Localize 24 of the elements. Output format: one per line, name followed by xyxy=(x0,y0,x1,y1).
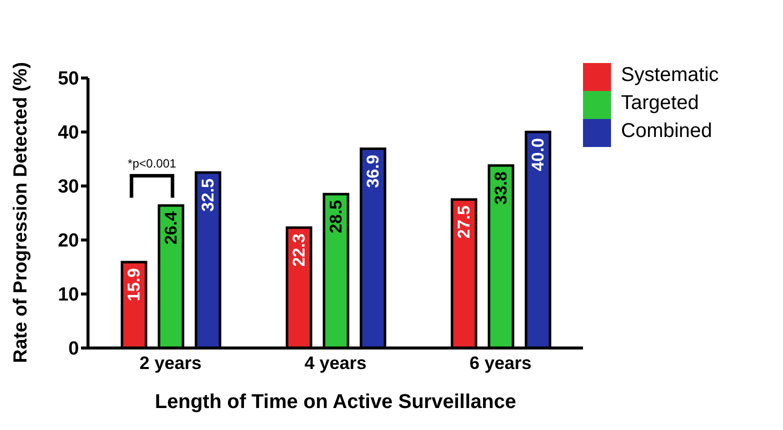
data-label: 40.0 xyxy=(528,138,548,172)
y-tick-label: 10 xyxy=(58,284,79,306)
data-label: 33.8 xyxy=(492,171,510,205)
x-tick-label: 4 years xyxy=(304,352,367,373)
data-label: 36.9 xyxy=(364,154,382,188)
legend-label: Combined xyxy=(621,120,712,142)
legend-label: Targeted xyxy=(621,92,699,114)
data-label: 22.3 xyxy=(290,234,308,267)
data-label: 28.5 xyxy=(326,200,346,234)
data-label: 32.5 xyxy=(198,178,218,212)
x-axis-title: Length of Time on Active Surveillance xyxy=(154,391,516,413)
data-label: 27.5 xyxy=(454,206,474,239)
y-tick-label: 30 xyxy=(58,176,79,198)
data-label: 15.9 xyxy=(124,268,144,302)
annotation: *p<0.001 xyxy=(128,156,177,171)
y-axis-title: Rate of Progression Detected (%) xyxy=(10,62,32,363)
y-tick-label: 20 xyxy=(58,230,79,252)
x-tick-label: 6 years xyxy=(469,352,532,373)
y-tick-label: 40 xyxy=(58,122,79,144)
data-label: 26.4 xyxy=(162,210,180,245)
y-tick-label: 50 xyxy=(58,68,79,90)
x-tick-label: 2 years xyxy=(139,352,202,373)
y-tick-label: 0 xyxy=(68,338,79,360)
legend-label: Systematic xyxy=(621,64,719,86)
